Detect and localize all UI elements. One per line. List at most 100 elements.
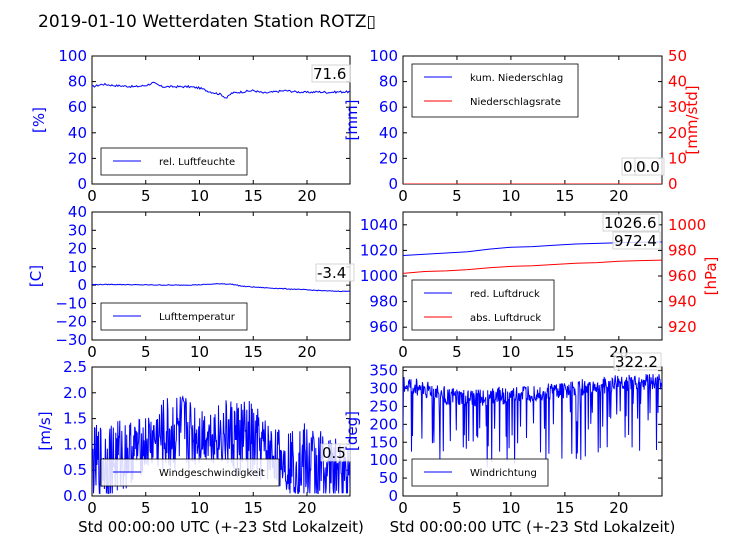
y-tick-label: 1000 [360,267,398,285]
y-tick-label: 30 [68,221,87,239]
value-label-box [634,157,665,176]
x-tick-label: 20 [297,343,316,361]
y-tick-label: 200 [369,415,398,433]
value-label: 0.5 [322,444,346,462]
x-tick-label: 20 [609,499,628,517]
x-tick-label: 0 [87,187,97,205]
y-tick-label: 960 [369,318,398,336]
y2-axis-label: [mm/std] [683,85,701,154]
y-tick-label: −20 [55,313,87,331]
legend-entry: rel. Luftfeuchte [159,157,235,168]
y-tick-label: 250 [369,397,398,415]
x-tick-label: 20 [609,187,628,205]
y2-tick-label: 10 [668,149,687,167]
value-label: 972.4 [614,232,657,250]
y-tick-label: 20 [379,149,398,167]
y-tick-label: −10 [55,294,87,312]
series-line [92,283,350,293]
y2-tick-label: 50 [668,47,687,65]
value-label: 71.6 [313,65,346,83]
value-label-box [612,231,661,250]
y-tick-label: 80 [68,73,87,91]
x-tick-label: 10 [501,343,520,361]
x-tick-label: 15 [244,187,263,205]
y-tick-label: 1.5 [63,410,87,428]
value-label-box [320,443,351,462]
y2-tick-label: 940 [668,293,697,311]
y-tick-label: 20 [68,149,87,167]
value-label-box [602,213,660,232]
legend: rel. Luftfeuchte [100,147,248,176]
axes-frame [91,366,351,497]
x-tick-label: 20 [297,499,316,517]
y-tick-label: 300 [369,380,398,398]
x-tick-label: 0 [398,343,408,361]
value-label: -3.4 [317,264,346,282]
y-tick-label: 0 [388,487,398,505]
y2-tick-label: 920 [668,318,697,336]
x-tick-label: 5 [141,187,151,205]
y-tick-label: 40 [68,124,87,142]
y2-tick-label: 20 [668,124,687,142]
x-tick-label: 15 [555,499,574,517]
y-tick-label: 100 [369,47,398,65]
y-axis-label: [deg] [343,411,361,451]
series-line [403,259,662,274]
y2-axis-label: [hPa] [702,257,720,296]
y-tick-label: 60 [68,98,87,116]
x-tick-label: 10 [501,187,520,205]
series-line [92,394,350,494]
x-axis-label: Std 00:00:00 UTC (+-23 Std Lokalzeit) [390,518,676,536]
y2-tick-label: 1000 [668,216,706,234]
y-tick-label: 0 [77,175,87,193]
value-label-box [311,64,351,83]
legend: Windrichtung [411,458,549,487]
legend: Lufttemperatur [100,302,248,331]
subplot-precipitation: 0 5 10 15 20 0 20 40 60 80 100 0 10 20 30 40 50 [mm] [mm/s… [343,47,701,205]
y-tick-label: 0.0 [63,487,87,505]
y-tick-label: 1020 [360,241,398,259]
legend-entry: abs. Luftdruck [470,313,541,324]
y2-tick-label: 40 [668,73,687,91]
x-tick-label: 5 [452,187,462,205]
subplot-temperature: 0 5 10 15 20−30−20−10010203040[C]Lufttempera… [27,203,355,361]
value-label: 0.0 [636,158,660,176]
axes-frame [402,366,663,497]
y-tick-label: 0 [77,276,87,294]
legend-entry: Niederschlagsrate [470,97,561,108]
subplot-humidity: 0 5 10 15 20 0 20 40 60 80 100 [%] rel. Luftfeuchte 7… [30,47,351,205]
y-tick-label: 100 [369,451,398,469]
legend-entry: Lufttemperatur [159,312,236,323]
y-tick-label: 350 [369,362,398,380]
y-axis-label: [m/s] [36,411,54,450]
value-label-box [613,352,662,371]
x-tick-label: 15 [244,499,263,517]
y-axis-label: [mm] [343,100,361,141]
y2-tick-label: 30 [668,98,687,116]
legend-entry: Windrichtung [470,468,537,479]
value-label-box [315,263,355,282]
value-label: 322.2 [615,353,658,371]
x-tick-label: 15 [244,343,263,361]
y-tick-label: 40 [379,124,398,142]
y-tick-label: 60 [379,98,398,116]
y-tick-label: 1040 [360,216,398,234]
subplot-pressure: 0 5 10 15 2096098010001020104092094096098010… [360,211,720,361]
y2-tick-label: 0 [668,175,678,193]
x-tick-label: 15 [555,343,574,361]
y-tick-label: 10 [68,258,87,276]
y-tick-label: 80 [379,73,398,91]
y-tick-label: 0 [388,175,398,193]
y-tick-label: 0.5 [63,461,87,479]
y-tick-label: 50 [379,469,398,487]
y-tick-label: 2.5 [63,358,87,376]
legend-box [411,63,579,118]
y-tick-label: 40 [68,203,87,221]
x-tick-label: 10 [190,499,209,517]
y-tick-label: 150 [369,433,398,451]
y-tick-label: 980 [369,293,398,311]
legend: Windgeschwindigkeit [100,458,280,487]
x-tick-label: 5 [452,499,462,517]
legend-entry: red. Luftdruck [470,289,540,300]
